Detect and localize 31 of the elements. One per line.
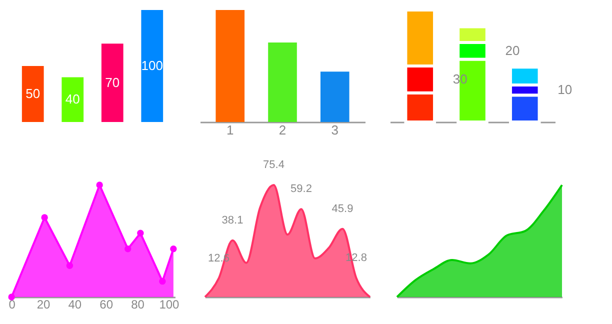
point — [41, 214, 48, 221]
point — [137, 230, 144, 237]
bar — [101, 44, 124, 122]
x-tick-label: 40 — [68, 298, 82, 312]
point — [159, 278, 166, 285]
point — [124, 245, 132, 252]
data-label: 38.1 — [222, 214, 244, 226]
bar — [22, 66, 44, 122]
x-tick-label: 20 — [36, 298, 50, 312]
data-label: 40 — [65, 92, 80, 107]
x-tick-label: 3 — [331, 122, 338, 138]
annotation: 20 — [505, 42, 520, 58]
data-label: 75.4 — [263, 159, 284, 171]
data-label: 59.2 — [290, 183, 312, 196]
point — [66, 262, 74, 269]
data-label: 45.9 — [332, 202, 354, 215]
x-tick-label: 0 — [8, 298, 16, 312]
x-tick-label: 60 — [100, 298, 114, 312]
point — [170, 245, 177, 252]
text: 10 — [558, 82, 572, 98]
data-label: 100 — [141, 58, 163, 73]
x-tick-label: 100 — [159, 298, 180, 312]
x-tick-label: 1 — [226, 122, 234, 138]
point — [8, 294, 15, 300]
bar — [62, 77, 84, 122]
x-tick-label: 2 — [278, 122, 286, 138]
data-label: 70 — [105, 74, 120, 90]
point — [96, 182, 103, 188]
bar — [141, 10, 164, 122]
data-label: 50 — [26, 86, 40, 101]
x-tick-label: 80 — [131, 298, 145, 312]
